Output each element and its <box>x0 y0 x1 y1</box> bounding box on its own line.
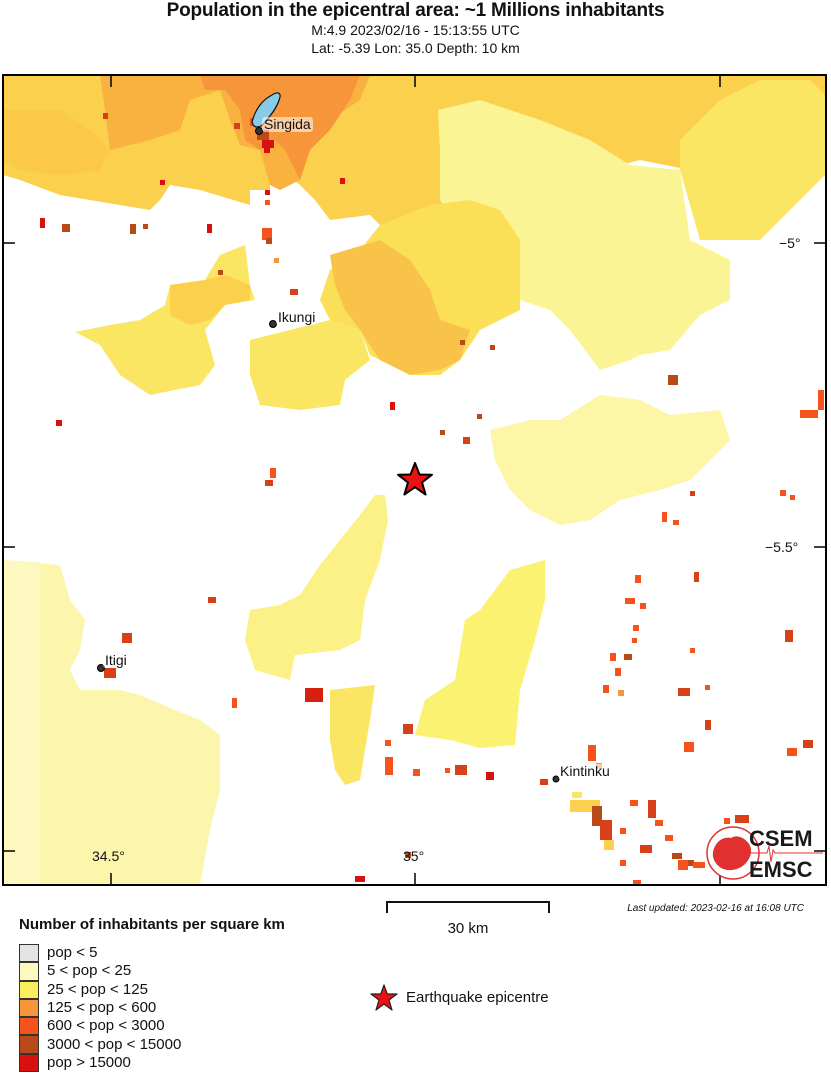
page-title: Population in the epicentral area: ~1 Mi… <box>166 0 665 21</box>
legend-swatch <box>19 1035 39 1054</box>
legend-item: 3000 < pop < 15000 <box>19 1035 182 1054</box>
population-legend: pop < 5 5 < pop < 25 25 < pop < 125 125 … <box>19 944 182 1073</box>
event-info: M:4.9 2023/02/16 - 15:13:55 UTC <box>311 22 520 38</box>
y-tick-label-minus-5-5: −5.5° <box>765 539 799 555</box>
legend-item: 5 < pop < 25 <box>19 962 181 981</box>
logo-csem-text: CSEM <box>749 826 813 851</box>
legend-swatch <box>19 962 39 981</box>
legend-swatch <box>19 1017 39 1036</box>
population-map <box>2 74 827 886</box>
x-tick-label-35: 35° <box>403 848 425 864</box>
last-updated: Last updated: 2023-02-16 at 16:08 UTC <box>627 903 804 914</box>
legend-item: 25 < pop < 125 <box>19 980 181 999</box>
legend-swatch <box>19 980 39 999</box>
legend-label: pop < 5 <box>47 944 98 962</box>
legend-swatch <box>19 944 39 963</box>
legend-title: Number of inhabitants per square km <box>19 916 285 933</box>
legend-label: 125 < pop < 600 <box>47 999 157 1017</box>
legend-label: pop > 15000 <box>47 1053 131 1071</box>
scale-bar <box>386 901 550 913</box>
axis-ticks <box>3 75 826 885</box>
epicentre-legend: Earthquake epicentre <box>370 984 549 1011</box>
legend-label: 5 < pop < 25 <box>47 962 132 980</box>
legend-label: 600 < pop < 3000 <box>47 1017 165 1035</box>
location-info: Lat: -5.39 Lon: 35.0 Depth: 10 km <box>311 40 520 56</box>
legend-item: pop < 5 <box>19 944 181 963</box>
legend-swatch <box>19 1053 39 1073</box>
city-label-itigi: Itigi <box>103 652 129 668</box>
legend-swatch <box>19 998 39 1018</box>
epicentre-star-icon <box>397 462 433 496</box>
logo-emsc-text: EMSC <box>749 857 813 882</box>
legend-label: 3000 < pop < 15000 <box>47 1035 182 1053</box>
legend-item: pop > 15000 <box>19 1053 181 1073</box>
city-label-kintinku: Kintinku <box>558 763 612 779</box>
settlement-cells <box>40 113 824 885</box>
legend-item: 600 < pop < 3000 <box>19 1017 181 1036</box>
legend-item: 125 < pop < 600 <box>19 998 181 1018</box>
city-label-ikungi: Ikungi <box>276 309 318 325</box>
city-label-singida: Singida <box>262 116 313 132</box>
scale-bar-label: 30 km <box>447 920 489 937</box>
y-tick-label-minus-5: −5° <box>779 235 801 251</box>
epicentre-legend-label: Earthquake epicentre <box>406 989 549 1006</box>
lake-singida <box>251 92 281 128</box>
legend-label: 25 < pop < 125 <box>47 980 148 998</box>
csem-emsc-logo: CSEM EMSC <box>706 826 823 882</box>
red-star-icon <box>370 984 398 1011</box>
population-layer <box>3 75 826 885</box>
x-tick-label-34-5: 34.5° <box>92 848 125 864</box>
